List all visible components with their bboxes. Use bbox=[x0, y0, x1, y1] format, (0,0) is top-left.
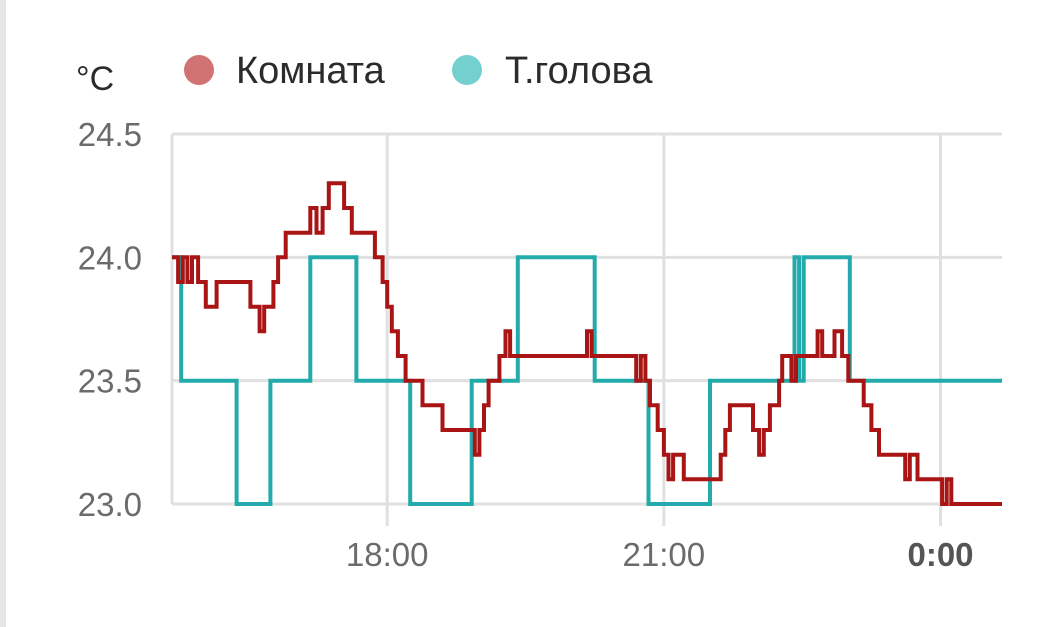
card-left-border bbox=[0, 0, 6, 627]
axis-labels: 24.5 24.0 23.5 23.0 18:00 21:00 0:00 bbox=[78, 116, 974, 573]
legend-label-komnata[interactable]: Комната bbox=[236, 50, 386, 92]
series-line-tgolova[interactable] bbox=[172, 255, 1002, 506]
y-unit-label: °C bbox=[76, 60, 114, 98]
legend-dot-tgolova[interactable] bbox=[452, 55, 482, 85]
legend-label-tgolova[interactable]: Т.голова bbox=[505, 50, 653, 92]
x-tick-label: 0:00 bbox=[907, 536, 973, 573]
x-tick-label: 18:00 bbox=[346, 536, 429, 573]
series-layer bbox=[172, 181, 1002, 506]
y-tick-label: 24.0 bbox=[78, 239, 142, 276]
x-tick-label: 21:00 bbox=[623, 536, 706, 573]
series-line-komnata[interactable] bbox=[172, 181, 1002, 506]
y-tick-label: 23.0 bbox=[78, 486, 142, 523]
y-tick-label: 23.5 bbox=[78, 363, 142, 400]
legend-dot-komnata[interactable] bbox=[184, 55, 214, 85]
y-tick-label: 24.5 bbox=[78, 116, 142, 153]
legend: °C Комната Т.голова bbox=[76, 50, 653, 98]
